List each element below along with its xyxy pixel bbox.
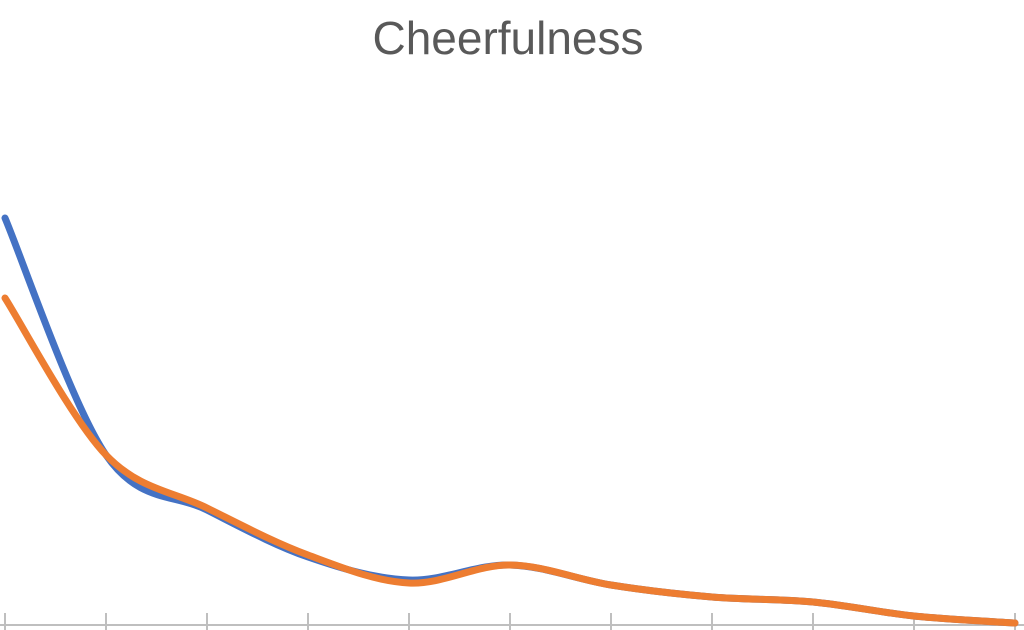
series-line	[1, 294, 1019, 627]
chart-title: Cheerfulness	[372, 12, 643, 64]
